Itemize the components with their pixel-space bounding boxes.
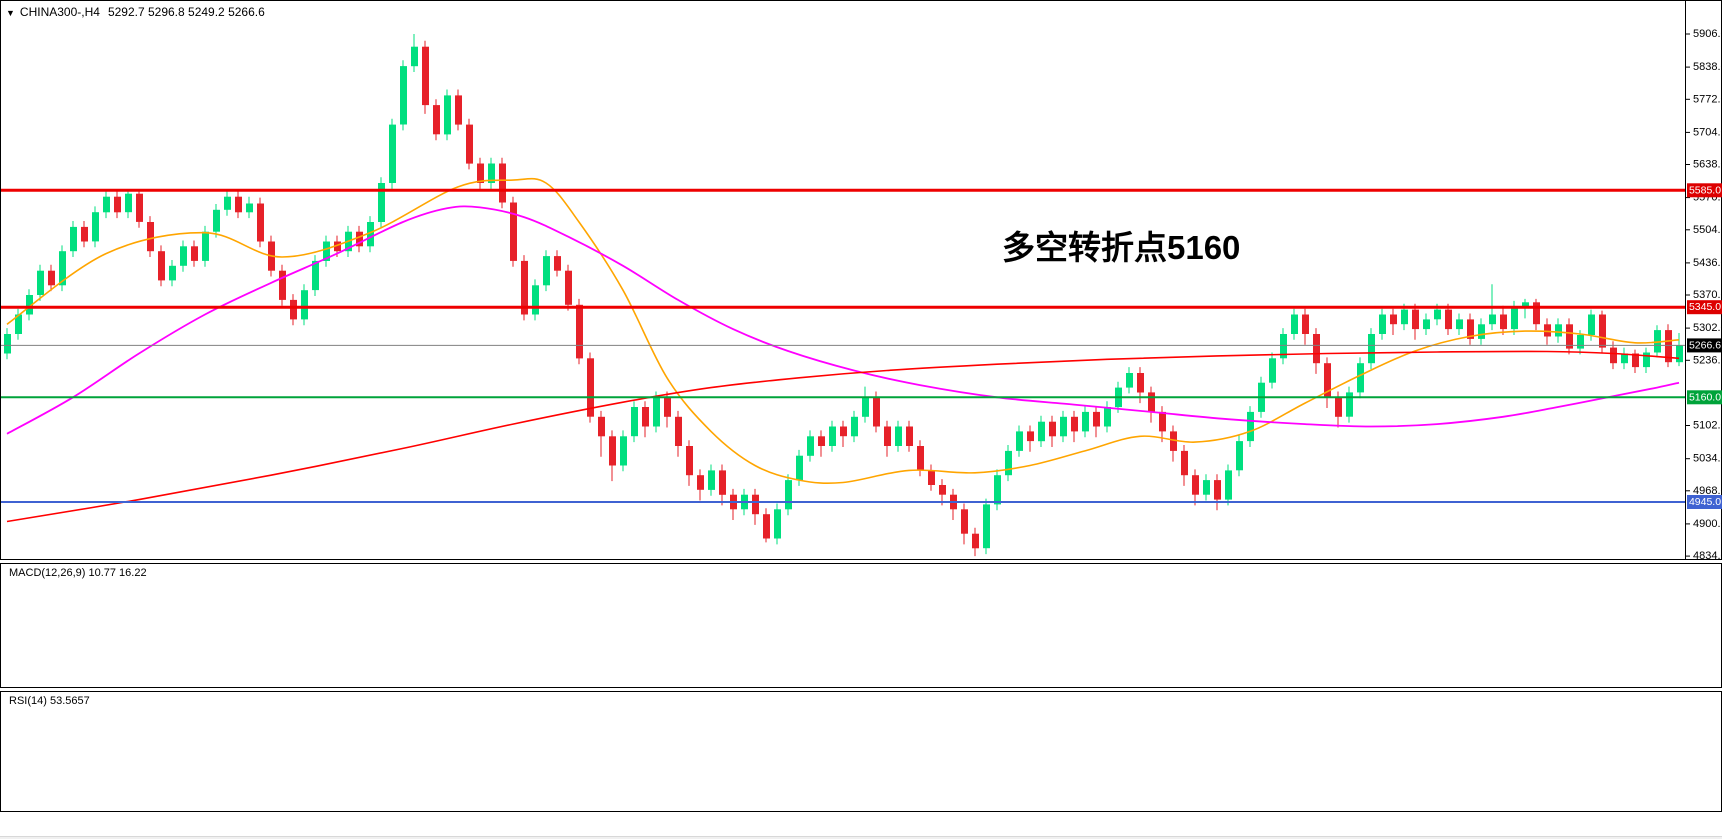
price-axis-tick-label: 5034.0 xyxy=(1693,453,1722,465)
price-axis-tick-label: 4834.0 xyxy=(1693,550,1722,562)
price-tag-5160.0[interactable]: 5160.0 xyxy=(1687,390,1722,405)
price-tag-5585.0[interactable]: 5585.0 xyxy=(1687,183,1722,198)
candlestick-series xyxy=(4,34,1683,557)
svg-text:5585.0: 5585.0 xyxy=(1689,184,1721,196)
svg-text:4945.0: 4945.0 xyxy=(1689,496,1721,508)
price-axis-tick-label: 5370.0 xyxy=(1693,289,1722,301)
main-chart-canvas[interactable]: 5906.05838.05772.05704.05638.05570.05504… xyxy=(1,1,1722,562)
annotation-text: 多空转折点5160 xyxy=(1002,229,1241,266)
chart-header: ▼ CHINA300-,H4 5292.7 5296.8 5249.2 5266.6 xyxy=(6,5,265,19)
rsi-panel: RSI(14) 53.5657 xyxy=(0,691,1722,812)
price-tag-4945.0[interactable]: 4945.0 xyxy=(1687,495,1722,509)
main-chart-panel: 5906.05838.05772.05704.05638.05570.05504… xyxy=(0,0,1722,562)
price-axis-tick-label: 5102.0 xyxy=(1693,420,1722,432)
rsi-indicator-label: RSI(14) 53.5657 xyxy=(9,695,90,707)
svg-text:5160.0: 5160.0 xyxy=(1689,391,1721,403)
price-axis-tick-label: 5302.0 xyxy=(1693,322,1722,334)
symbol-dropdown-icon[interactable]: ▼ xyxy=(6,8,15,18)
time-axis[interactable] xyxy=(0,812,1722,839)
price-axis-tick-label: 5638.0 xyxy=(1693,159,1722,171)
macd-canvas[interactable] xyxy=(1,564,1721,687)
price-axis-tick-label: 4900.0 xyxy=(1693,518,1722,530)
price-axis-tick-label: 5436.0 xyxy=(1693,257,1722,269)
price-axis-tick-label: 5772.0 xyxy=(1693,93,1722,105)
price-axis-tick-label: 5504.0 xyxy=(1693,224,1722,236)
price-axis-tick-label: 5838.0 xyxy=(1693,61,1722,73)
price-axis[interactable]: 5906.05838.05772.05704.05638.05570.05504… xyxy=(1685,1,1722,562)
time-axis-canvas xyxy=(0,812,1722,839)
window-bottom-strip xyxy=(0,836,1722,839)
price-axis-tick-label: 5906.0 xyxy=(1693,28,1722,40)
price-axis-tick-label: 4968.0 xyxy=(1693,485,1722,497)
macd-indicator-label: MACD(12,26,9) 10.77 16.22 xyxy=(9,567,147,579)
ma-mid-line xyxy=(6,205,1680,435)
ohlc-values: 5292.7 5296.8 5249.2 5266.6 xyxy=(107,5,265,19)
rsi-canvas[interactable] xyxy=(1,692,1721,811)
macd-panel: MACD(12,26,9) 10.77 16.22 xyxy=(0,563,1722,688)
svg-text:5345.0: 5345.0 xyxy=(1689,301,1721,313)
price-tag-5345.0[interactable]: 5345.0 xyxy=(1687,300,1722,315)
price-axis-tick-label: 5704.0 xyxy=(1693,126,1722,138)
price-tag-5266.6[interactable]: 5266.6 xyxy=(1687,338,1722,353)
symbol-timeframe-label: CHINA300-,H4 xyxy=(19,5,100,19)
ma-slow-line xyxy=(6,350,1680,523)
svg-text:5266.6: 5266.6 xyxy=(1689,339,1721,351)
price-axis-tick-label: 5236.0 xyxy=(1693,354,1722,366)
